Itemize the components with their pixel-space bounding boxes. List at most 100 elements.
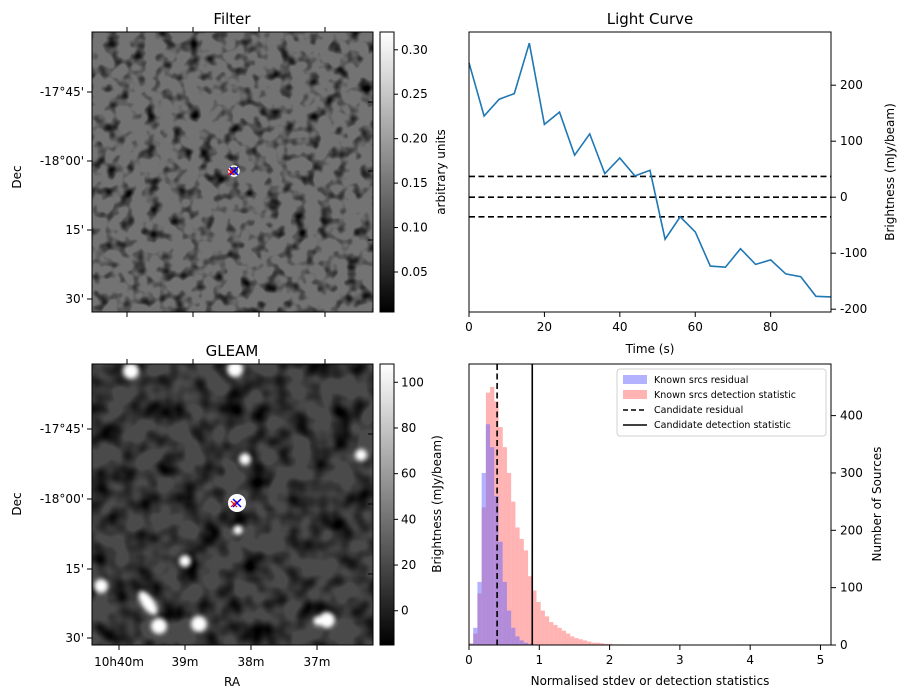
gleam-xlabel: RA (224, 675, 241, 689)
gleam-y-ticks (87, 359, 373, 650)
histogram-y-ticks: 0 100 200 300 400 (831, 409, 863, 652)
light-curve-threshold-lines (469, 175, 831, 218)
colorbar-tick-label: 80 (401, 421, 416, 435)
filter-ytick-label: 15' (65, 223, 84, 237)
histogram-bar (506, 610, 512, 645)
filter-ylabel: Dec (10, 165, 24, 188)
colorbar-tick-label: 0.25 (401, 87, 428, 101)
histogram-bar (502, 447, 507, 645)
x-tick-label: 4 (746, 653, 754, 667)
x-tick-label: 3 (676, 653, 684, 667)
gleam-ylabel: Dec (10, 492, 24, 515)
histogram-bar (553, 624, 558, 645)
histogram-bar (574, 638, 579, 645)
y-tick-label: -200 (840, 302, 867, 316)
x-tick-label: 60 (688, 320, 703, 334)
y-tick-label: 300 (840, 466, 863, 480)
histogram-bar (566, 633, 571, 645)
legend-label: Known srcs detection statistic (654, 390, 796, 401)
histogram-bar (591, 642, 596, 645)
histogram-bar (599, 643, 604, 645)
y-tick-label: 200 (840, 523, 863, 537)
histogram-bar (515, 636, 520, 645)
histogram-bar (511, 627, 516, 645)
histogram-bar (587, 641, 592, 645)
histogram-bar (498, 541, 503, 645)
histogram-bar (511, 501, 516, 645)
x-tick-label: 40 (612, 320, 627, 334)
histogram-panel: 0 1 2 3 4 5 0 100 200 300 400 Normalised stdev or… (465, 363, 884, 688)
gleam-ytick-label: 15' (65, 562, 84, 576)
histogram-bar (603, 643, 609, 645)
histogram-bar (502, 581, 507, 645)
histogram-bar (477, 581, 482, 645)
histogram-bar (523, 550, 529, 645)
histogram-bar (578, 639, 583, 645)
x-tick-label: 5 (817, 653, 825, 667)
histogram-bar (528, 576, 533, 645)
y-tick-label: 0 (840, 638, 848, 652)
histogram-candidate-lines (496, 364, 534, 645)
filter-candidate-marker (227, 165, 240, 177)
gleam-ytick-label: -18°00' (40, 492, 84, 506)
histogram-bars (469, 386, 744, 645)
histogram-bar (536, 601, 541, 645)
x-tick-label: 20 (537, 320, 552, 334)
colorbar-tick-label: 0.30 (401, 43, 428, 57)
histogram-bar (557, 627, 562, 645)
histogram-x-ticks: 0 1 2 3 4 5 (465, 645, 824, 667)
colorbar-tick-label: 0.05 (401, 265, 428, 279)
histogram-bar (570, 636, 575, 645)
histogram-bar (506, 472, 512, 645)
legend-label: Candidate residual (654, 405, 743, 416)
filter-colorbar-ticks: 0.05 0.10 0.15 0.20 0.25 0.30 (394, 43, 428, 279)
x-tick-label: 2 (606, 653, 614, 667)
gleam-candidate-marker (230, 498, 242, 508)
filter-y-ticks: -17°45' -18°00' 15' 30' (40, 85, 92, 306)
histogram-bar (561, 630, 567, 645)
y-tick-label: 400 (840, 409, 863, 423)
histogram-bar (528, 643, 533, 645)
filter-colorbar: 0.05 0.10 0.15 0.20 0.25 0.30 arbitrary units (379, 31, 448, 313)
histogram-bar (490, 447, 495, 645)
histogram-bar (582, 640, 588, 645)
light-curve-series-line (468, 42, 832, 298)
light-curve-ylabel: Brightness (mJy/beam) (883, 103, 897, 241)
histogram-bar (481, 472, 486, 645)
histogram-bar (494, 495, 499, 645)
histogram-bar (519, 538, 524, 645)
colorbar-tick-label: 60 (401, 467, 416, 481)
histogram-bar (473, 627, 478, 645)
x-tick-label: 0 (465, 653, 473, 667)
y-tick-label: 100 (840, 134, 863, 148)
colorbar-tick-label: 100 (401, 375, 424, 389)
light-curve-panel: Light Curve 0 20 40 60 80 -200 -100 0 100 200 Ti… (465, 10, 897, 356)
x-tick-label: 80 (763, 320, 778, 334)
y-tick-label: 200 (840, 78, 863, 92)
histogram-legend: Known srcs residual Known srcs detection… (616, 368, 827, 437)
histogram-bar (498, 427, 503, 645)
light-curve-x-ticks: 0 20 40 60 80 (465, 312, 778, 334)
histogram-bar (608, 643, 613, 645)
light-curve-y-ticks: -200 -100 0 100 200 (831, 78, 867, 316)
legend-swatch-residual (623, 375, 647, 384)
colorbar-tick-label: 20 (401, 558, 416, 572)
histogram-bar (549, 622, 554, 645)
histogram-bar (469, 643, 474, 645)
gleam-sources (94, 364, 367, 634)
gleam-xtick-label: 39m (172, 655, 199, 669)
filter-ytick-label: 30' (65, 292, 84, 306)
colorbar-tick-label: 0.10 (401, 221, 428, 235)
filter-top-ticks (126, 27, 373, 317)
histogram-bar (515, 527, 520, 645)
histogram-bar (519, 640, 524, 645)
legend-swatch-detection (623, 390, 647, 399)
gleam-panel: GLEAM (10, 342, 444, 689)
colorbar-tick-label: 40 (401, 512, 416, 526)
filter-panel: Filter -17°45' -18°00' 15' 30' (10, 10, 448, 317)
histogram-xlabel: Normalised stdev or detection statistics (531, 674, 770, 688)
y-tick-label: -100 (840, 246, 867, 260)
gleam-colorbar-ticks: 0 20 40 60 80 100 (394, 375, 424, 618)
histogram-ylabel: Number of Sources (870, 447, 884, 562)
